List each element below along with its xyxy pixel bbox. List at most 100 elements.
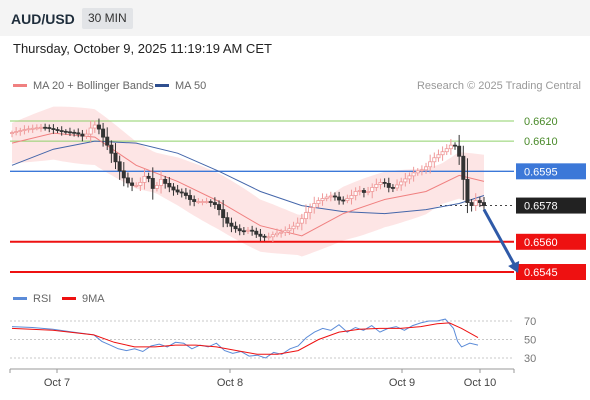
- candle-body: [287, 228, 292, 232]
- candle-body: [142, 175, 147, 183]
- candle-body: [270, 234, 275, 238]
- candle-body: [250, 229, 255, 232]
- candle-body: [167, 183, 172, 188]
- level-label-0.6610: 0.6610: [524, 136, 558, 148]
- candle-body: [217, 204, 222, 210]
- candle-body: [457, 145, 462, 157]
- candle-body: [171, 186, 176, 191]
- chart-datetime: Thursday, October 9, 2025 11:19:19 AM CE…: [13, 41, 272, 56]
- candle-body: [80, 133, 85, 137]
- rsi-tick-50: 50: [524, 335, 536, 347]
- candle-body: [295, 222, 300, 227]
- candle-body: [51, 128, 56, 130]
- ma9-swatch: [62, 296, 76, 300]
- candle-body: [349, 195, 354, 199]
- candle-body: [465, 178, 470, 203]
- research-credit: Research © 2025 Trading Central: [416, 80, 581, 92]
- candle-body: [345, 198, 350, 201]
- candle-body: [382, 182, 387, 184]
- level-tag-0.6595: [516, 163, 586, 180]
- ma9-legend-label: 9MA: [82, 293, 105, 305]
- candle-body: [366, 191, 371, 193]
- candle-body: [481, 202, 486, 206]
- candle-body: [43, 126, 48, 129]
- candle-body: [312, 203, 317, 208]
- candle-body: [200, 201, 205, 203]
- candle-body: [229, 222, 234, 227]
- candle-body: [395, 184, 400, 189]
- candle-body: [154, 185, 159, 189]
- candle-body: [424, 166, 429, 171]
- candle-body: [212, 202, 217, 205]
- ma20-legend-label: MA 20 + Bollinger Bands: [33, 80, 154, 92]
- candle-body: [241, 230, 246, 233]
- rsi-tick-70: 70: [524, 316, 536, 328]
- candle-body: [477, 200, 482, 203]
- candle-body: [436, 154, 441, 159]
- candle-body: [130, 182, 135, 186]
- legend-rsi: RSI: [13, 293, 51, 305]
- legend-9ma: 9MA: [62, 293, 105, 305]
- candle-body: [92, 124, 97, 129]
- candle-body: [47, 127, 52, 129]
- legend-ma50: MA 50: [155, 80, 206, 92]
- candle-body: [233, 225, 238, 230]
- candle-body: [84, 133, 89, 137]
- candle-body: [208, 201, 213, 203]
- candle-body: [299, 218, 304, 224]
- candle-body: [204, 201, 209, 203]
- ma50-line: [11, 140, 485, 215]
- ma20-swatch: [13, 83, 27, 87]
- candle-body: [55, 129, 60, 131]
- candle-body: [337, 196, 342, 201]
- ma50-swatch: [155, 83, 169, 87]
- candle-body: [432, 157, 437, 163]
- forecast-arrow-head: [508, 261, 520, 273]
- level-label-0.6620: 0.6620: [524, 116, 558, 128]
- candle-body: [254, 230, 259, 235]
- candle-body: [399, 181, 404, 186]
- x-tick-label: Oct 9: [389, 377, 415, 389]
- instrument-title: AUD/USD: [11, 11, 75, 27]
- rsi-9ma-line: [11, 322, 479, 355]
- candle-body: [428, 161, 433, 168]
- candle-body: [461, 155, 466, 180]
- candle-body: [34, 127, 39, 130]
- timeframe-button[interactable]: 30 MIN: [82, 8, 133, 29]
- candle-body: [403, 178, 408, 183]
- candle-body: [125, 177, 130, 184]
- candle-body: [390, 187, 395, 189]
- candle-body: [67, 131, 72, 134]
- candle-body: [440, 151, 445, 156]
- candle-body: [291, 225, 296, 230]
- candle-body: [316, 200, 321, 204]
- candle-body: [63, 130, 68, 133]
- candle-body: [138, 182, 143, 186]
- candle-body: [26, 128, 31, 131]
- candle-body: [357, 190, 362, 192]
- candle-body: [303, 212, 308, 220]
- candle-body: [415, 170, 420, 174]
- candle-body: [469, 202, 474, 206]
- candle-body: [320, 198, 325, 201]
- legend-ma20: MA 20 + Bollinger Bands: [13, 80, 154, 92]
- candle-body: [88, 127, 93, 135]
- candle-body: [308, 207, 313, 214]
- x-tick-label: Oct 7: [44, 377, 70, 389]
- level-tag-0.6560: [516, 233, 586, 250]
- candle-body: [22, 129, 27, 131]
- candle-body: [105, 136, 110, 146]
- candle-body: [444, 148, 449, 153]
- candle-body: [9, 132, 14, 134]
- candle-body: [361, 190, 366, 193]
- candle-body: [159, 178, 164, 186]
- candle-body: [332, 195, 337, 198]
- candle-body: [324, 196, 329, 199]
- candle-body: [262, 235, 267, 238]
- level-tag-0.6578: [516, 197, 586, 214]
- candle-body: [188, 195, 193, 200]
- ma50-legend-label: MA 50: [175, 80, 207, 92]
- candle-body: [196, 201, 201, 203]
- rsi-line: [11, 318, 479, 359]
- candle-body: [411, 172, 416, 177]
